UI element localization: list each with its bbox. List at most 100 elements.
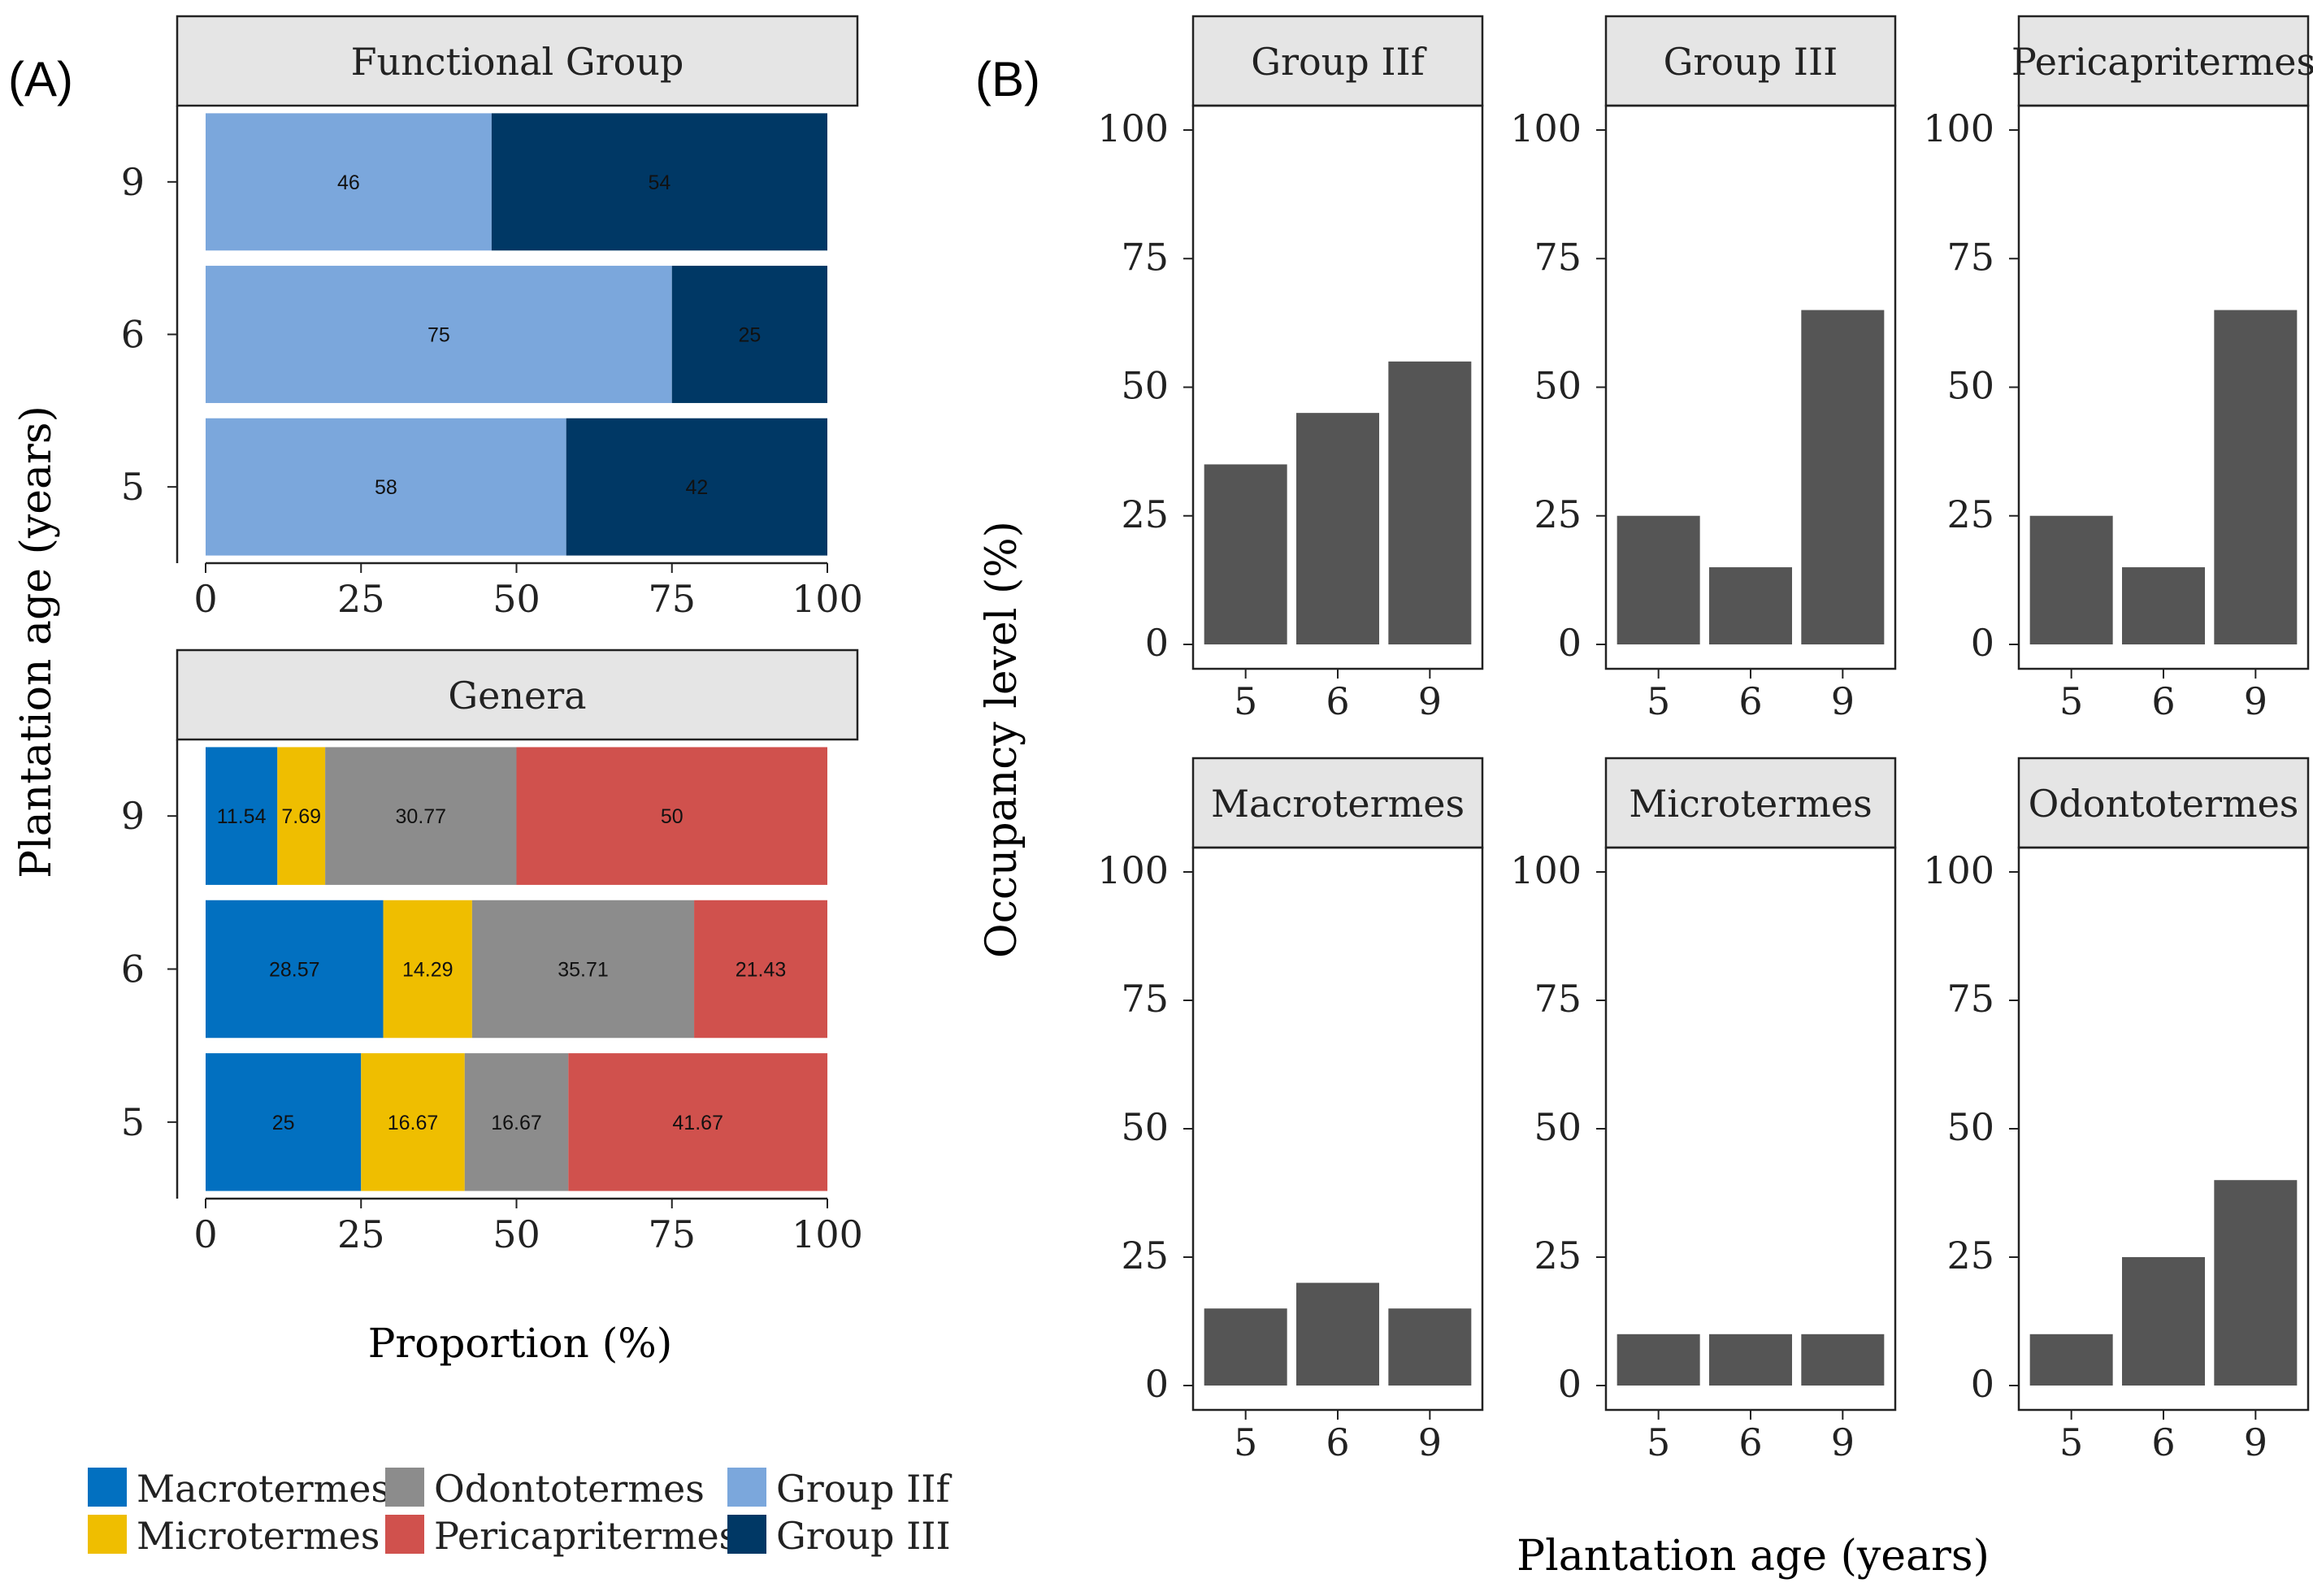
x-tick-label: 5 [1647, 679, 1670, 723]
bar-group-iif-6 [206, 266, 672, 403]
facet-strip [1604, 757, 1897, 849]
y-tick-label: 50 [1946, 364, 1994, 408]
x-tick-label: 100 [792, 577, 863, 621]
x-tick-label: 9 [1418, 679, 1442, 723]
data-label: 42 [685, 476, 708, 499]
y-tick-label: 75 [1946, 235, 1994, 279]
facet-strip [1604, 15, 1897, 107]
y-tick-label: 100 [1923, 848, 1994, 892]
bar-macrotermes-9 [206, 747, 278, 885]
x-tick-label: 5 [1647, 1420, 1670, 1464]
facet-title: Odontotermes [2029, 782, 2299, 826]
x-tick-label: 6 [1738, 679, 1762, 723]
y-tick-label: 25 [1121, 1234, 1169, 1277]
y-tick-label: 100 [1097, 848, 1169, 892]
x-tick-label: 75 [648, 577, 696, 621]
y-tick-label: 25 [1534, 492, 1582, 536]
y-tick-label: 50 [1121, 364, 1169, 408]
x-tick-label: 5 [1234, 1420, 1257, 1464]
bar-group-iii-6 [671, 266, 827, 403]
bar-odontotermes-6 [471, 900, 695, 1039]
panel-b-ylabel: Occupancy level (%) [978, 521, 1026, 958]
occupancy-chart-group-iif: Group IIf 0 25 50 75 100 5 6 9 [1097, 15, 1484, 723]
x-tick-label: 9 [2244, 679, 2267, 723]
bar-group-iii-9 [491, 113, 827, 251]
legend-swatch [385, 1515, 424, 1554]
bar-age-5 [1204, 464, 1287, 644]
y-tick-label: 25 [1121, 492, 1169, 536]
y-tick-label: 0 [1558, 621, 1582, 665]
x-tick-label: 50 [493, 1212, 540, 1256]
bar-age-9 [1388, 361, 1472, 644]
legend-item-group-iif: Group IIf [727, 1467, 952, 1511]
bar-pericapritermes-5 [568, 1053, 828, 1191]
data-label: 16.67 [491, 1112, 542, 1134]
x-tick-label: 9 [1831, 679, 1855, 723]
panel-a-label: (A) [8, 52, 73, 106]
legend-swatch [88, 1515, 127, 1554]
facet-title: Macrotermes [1211, 782, 1465, 826]
bar-group-iii-5 [566, 418, 827, 556]
data-label: 16.67 [388, 1112, 439, 1134]
legend-swatch [727, 1468, 766, 1507]
x-tick-label: 9 [1418, 1420, 1442, 1464]
facet-title: Functional Group [351, 40, 684, 84]
occupancy-chart-group-iii: Group III 0 25 50 75 100 5 6 9 [1510, 15, 1897, 723]
facet-strip [176, 648, 859, 741]
bar-macrotermes-5 [206, 1053, 362, 1191]
y-tick-label: 9 [121, 794, 145, 838]
bar-odontotermes-9 [325, 747, 517, 885]
bar-age-9 [1801, 1334, 1885, 1386]
y-tick-label: 50 [1534, 1105, 1582, 1149]
y-tick-label: 100 [1097, 106, 1169, 150]
y-tick-label: 9 [121, 160, 145, 204]
occupancy-chart-odontotermes: Odontotermes 0 25 50 75 100 5 6 9 [1923, 757, 2310, 1464]
x-tick-label: 6 [2151, 1420, 2175, 1464]
legend-item-macrotermes: Macrotermes [88, 1467, 390, 1511]
y-tick-label: 25 [1946, 1234, 1994, 1277]
facet-title: Genera [448, 674, 586, 718]
x-tick-label: 5 [2059, 679, 2083, 723]
x-tick-label: 0 [193, 577, 217, 621]
legend-item-pericapritermes: Pericapritermes [385, 1514, 738, 1558]
stacked-bar-chart-genera: Genera 5 25 16.67 16.67 41.67 6 28.57 14.29 35.71… [121, 648, 863, 1256]
panel-a-xlabel: Proportion (%) [368, 1320, 672, 1367]
y-tick-label: 100 [1923, 106, 1994, 150]
x-tick-label: 9 [1831, 1420, 1855, 1464]
facet-strip [176, 15, 859, 107]
y-tick-label: 0 [1971, 1362, 1994, 1406]
bar-group-iif-5 [206, 418, 566, 556]
data-label: 41.67 [672, 1112, 723, 1134]
y-tick-label: 6 [121, 313, 145, 357]
legend-swatch [385, 1468, 424, 1507]
legend-label: Group IIf [776, 1467, 952, 1511]
legend-item-microtermes: Microtermes [88, 1514, 380, 1558]
bar-age-9 [2214, 310, 2298, 644]
data-label: 25 [738, 324, 761, 347]
bar-age-5 [2029, 1334, 2113, 1386]
facet-title: Group III [1664, 40, 1838, 84]
y-tick-label: 0 [1971, 621, 1994, 665]
data-label: 28.57 [269, 959, 320, 982]
y-tick-label: 50 [1121, 1105, 1169, 1149]
x-tick-label: 5 [1234, 679, 1257, 723]
facet-strip [2017, 15, 2310, 107]
bar-odontotermes-5 [464, 1053, 569, 1191]
y-tick-label: 0 [1145, 621, 1169, 665]
data-label: 7.69 [281, 805, 321, 828]
y-tick-label: 25 [1534, 1234, 1582, 1277]
y-tick-label: 25 [1946, 492, 1994, 536]
bar-age-6 [2122, 1257, 2205, 1386]
y-tick-label: 75 [1121, 977, 1169, 1021]
legend-label: Pericapritermes [434, 1514, 738, 1558]
y-tick-label: 75 [1534, 235, 1582, 279]
facet-title: Pericapritermes [2011, 40, 2313, 84]
y-tick-label: 100 [1510, 106, 1582, 150]
data-label: 58 [375, 476, 397, 499]
bar-age-5 [1616, 1334, 1700, 1386]
data-label: 21.43 [736, 959, 787, 982]
